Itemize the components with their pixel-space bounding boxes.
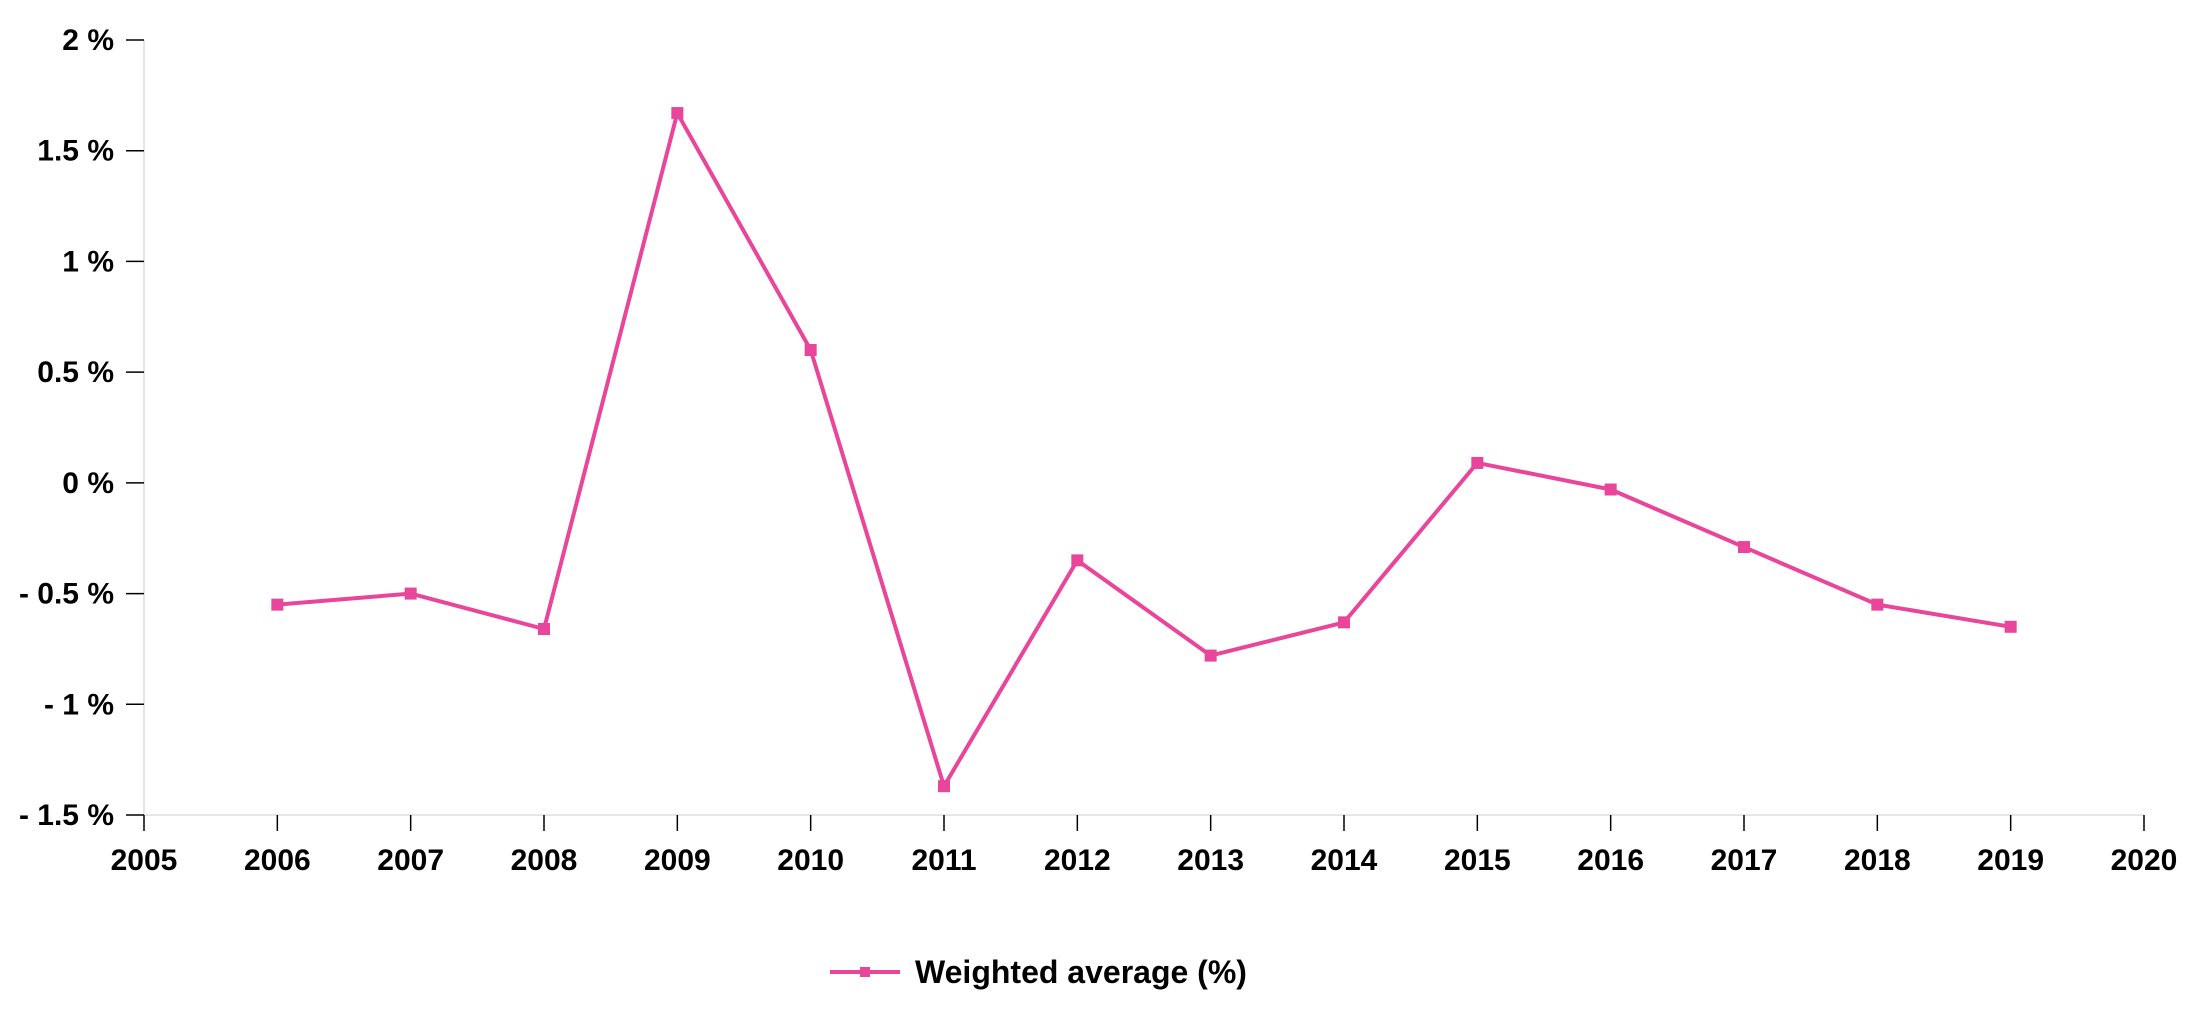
x-tick-label: 2007 [377,844,444,877]
x-tick-label: 2009 [644,844,711,877]
legend-label: Weighted average (%) [915,954,1247,990]
data-point-marker [1071,554,1084,567]
x-tick-label: 2010 [777,844,844,877]
x-tick-label: 2016 [1577,844,1644,877]
legend: Weighted average (%) [830,954,1247,990]
data-point-marker [1871,598,1884,611]
y-tick-label: 0.5 % [37,356,114,389]
x-tick-label: 2008 [511,844,578,877]
data-point-marker [1204,649,1217,662]
data-point-marker [404,587,417,600]
data-point-marker [2004,620,2017,633]
x-axis: 2005 2006 2007 2008 2009 2010 2011 2012 2013 2014… [111,814,2178,877]
data-point-marker [271,598,284,611]
x-tick-label: 2005 [111,844,178,877]
x-tick-label: 2011 [911,844,976,877]
data-point-marker [538,623,550,635]
series-line [277,111,2012,789]
y-tick-label: - 1.5 % [19,799,114,832]
data-point-marker [1738,541,1750,554]
x-tick-label: 2015 [1444,844,1511,877]
y-tick-label: - 1 % [44,688,114,721]
y-tick-label: - 0.5 % [19,578,114,611]
data-point-marker [1338,616,1350,629]
data-point-marker [1604,483,1617,496]
data-point-marker [1471,456,1484,469]
x-tick-label: 2018 [1844,844,1911,877]
y-axis: 2 % 1.5 % 1 % 0.5 % 0 % - 0.5 % - 1 % - 1.5 % [19,24,145,832]
x-tick-label: 2019 [1977,844,2044,877]
x-tick-label: 2014 [1311,844,1378,877]
x-tick-label: 2017 [1711,844,1778,877]
data-point-marker [804,344,817,356]
x-tick-label: 2020 [2111,844,2178,877]
y-tick-label: 1.5 % [37,135,114,168]
y-tick-label: 0 % [62,467,114,500]
plot-area [271,107,2017,793]
legend-marker-swatch [860,967,870,977]
x-tick-label: 2012 [1044,844,1111,877]
x-tick-label: 2006 [244,844,311,877]
x-tick-label: 2013 [1177,844,1244,877]
y-tick-label: 1 % [62,245,114,278]
data-point-marker [671,107,684,120]
y-tick-label: 2 % [62,24,114,57]
data-point-marker [938,780,950,793]
